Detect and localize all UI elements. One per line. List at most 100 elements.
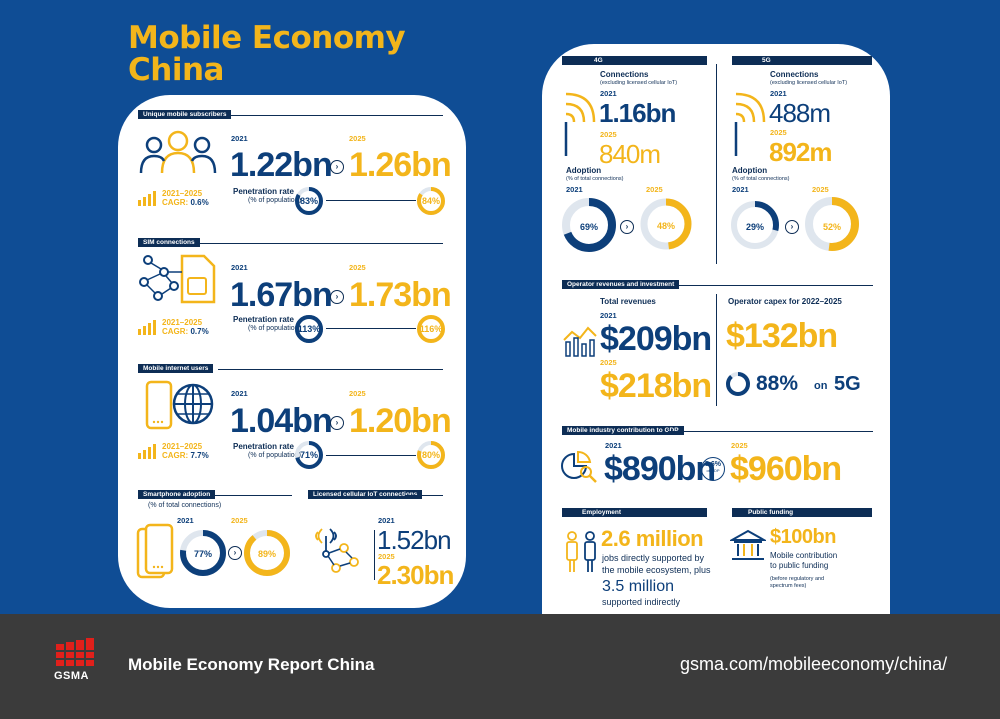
title-line-2: China (128, 52, 224, 88)
cagr-value: 0.7% (190, 327, 209, 336)
vertical-line (374, 530, 375, 580)
value-2021: 1.22bn (230, 146, 333, 184)
adoption-sub: (% of total connections) (566, 176, 624, 182)
section-label: Public funding (732, 508, 872, 517)
value-2021: 1.16bn (599, 98, 676, 128)
jobs-direct: 2.6 million (601, 526, 704, 551)
funding-desc-1: Mobile contribution (770, 551, 838, 560)
value-2025: 2.30bn (377, 560, 454, 590)
cagr-label: CAGR: (162, 451, 189, 460)
value-2025: 1.20bn (349, 402, 452, 440)
jobs-desc-2: the mobile ecosystem, plus (602, 565, 711, 575)
year-2025: 2025 (349, 263, 366, 272)
adoption-2021: 29% (746, 222, 764, 232)
people-icon (139, 130, 217, 174)
adoption-year-2025: 2025 (812, 185, 829, 194)
capex-value: $132bn (726, 317, 838, 355)
penetration-donut-2025: 116% (417, 315, 445, 343)
year-2025: 2025 (600, 130, 617, 139)
year-2025: 2025 (600, 358, 617, 367)
smartphone-2025: 89% (258, 549, 276, 559)
connections-sub: (excluding licensed cellular IoT) (600, 80, 678, 86)
adoption-label: Adoption (732, 166, 768, 175)
connector-line (326, 200, 416, 201)
adoption-donut-2025: 52% (805, 197, 859, 251)
gsma-logo: GSMA (52, 636, 102, 686)
gdp-share-value: 5.6% (705, 461, 721, 468)
smartphone-donut-2025: 89% (244, 530, 290, 576)
year-2021: 2021 (600, 311, 617, 320)
adoption-donut-2021: 69% (562, 198, 616, 252)
smartphone-donut-2021: 77% (180, 530, 226, 576)
gdp-share-badge: 5.6% of GDP (701, 457, 725, 481)
adoption-donut-2025: 48% (640, 198, 692, 250)
value-2021: 1.04bn (230, 402, 333, 440)
value-2025: 1.73bn (349, 276, 452, 314)
section-label: Mobile internet users (138, 364, 214, 373)
capex-on: on (814, 380, 828, 392)
gdp-share-sub: of GDP (706, 468, 720, 473)
footer-url[interactable]: gsma.com/mobileeconomy/china/ (680, 654, 948, 674)
page-title: Mobile Economy China (128, 22, 406, 88)
year-2021: 2021 (177, 516, 194, 525)
penetration-sub: (% of population) (248, 452, 301, 459)
label-text: 5G (762, 57, 771, 64)
bar-growth-icon (138, 320, 156, 335)
vertical-divider (716, 64, 717, 264)
value-2025: $960bn (730, 450, 842, 488)
adoption-year-2021: 2021 (566, 185, 583, 194)
bank-icon (730, 529, 766, 560)
funding-note-2: spectrum fees) (770, 583, 807, 589)
divider (675, 285, 873, 286)
year-2021: 2021 (231, 389, 248, 398)
penetration-label: Penetration rate (233, 442, 294, 451)
connector-line (326, 328, 416, 329)
cagr-text: CAGR: 7.7% (162, 451, 209, 460)
cagr-label: CAGR: (162, 327, 189, 336)
penetration-donut-2025: 84% (417, 187, 445, 215)
penetration-2025: 116% (420, 324, 443, 334)
adoption-year-2025: 2025 (646, 185, 663, 194)
jobs-indirect: 3.5 million (602, 578, 675, 595)
divider (218, 369, 443, 370)
capex-5g-donut (726, 372, 750, 396)
year-2025: 2025 (349, 389, 366, 398)
adoption-label: Adoption (566, 166, 602, 175)
capex-5g-pct: 88% (756, 372, 799, 395)
arrow-icon: › (330, 290, 344, 304)
value-2025: 892m (769, 137, 832, 167)
section-label: Operator revenues and investment (562, 280, 680, 289)
gsma-logo-text: GSMA (54, 670, 89, 682)
arrow-icon: › (228, 546, 242, 560)
divider (200, 243, 443, 244)
arrow-icon: › (620, 220, 634, 234)
workers-icon (566, 531, 596, 572)
adoption-donut-2021: 29% (731, 201, 779, 249)
cagr-text: CAGR: 0.7% (162, 327, 209, 336)
section-label: 5G (732, 56, 872, 65)
label-text: Employment (582, 509, 622, 516)
connections-label: Connections (600, 70, 649, 79)
divider (212, 495, 292, 496)
sim-network-icon (139, 254, 216, 304)
funding-note-1: (before regulatory and (770, 576, 825, 582)
gsma-logo-mark (56, 638, 94, 666)
adoption-2025: 52% (823, 222, 841, 232)
year-2025: 2025 (349, 134, 366, 143)
value-2025: 1.26bn (349, 146, 452, 184)
section-label: Mobile industry contribution to GDP (562, 426, 684, 435)
footer-bar: GSMA Mobile Economy Report China gsma.co… (0, 614, 1000, 719)
bar-growth-icon (138, 444, 156, 459)
value-2025: $218bn (600, 367, 712, 405)
phone-globe-icon (145, 380, 214, 430)
cagr-value: 7.7% (190, 451, 209, 460)
year-2021: 2021 (378, 516, 395, 525)
adoption-year-2021: 2021 (732, 185, 749, 194)
penetration-donut-2025: 80% (417, 441, 445, 469)
year-2021: 2021 (600, 89, 617, 98)
year-2025: 2025 (731, 441, 748, 450)
jobs-desc-1: jobs directly supported by (602, 553, 705, 563)
smartphone-2021: 77% (194, 549, 212, 559)
section-label: Employment (562, 508, 707, 517)
year-2025: 2025 (378, 552, 395, 561)
